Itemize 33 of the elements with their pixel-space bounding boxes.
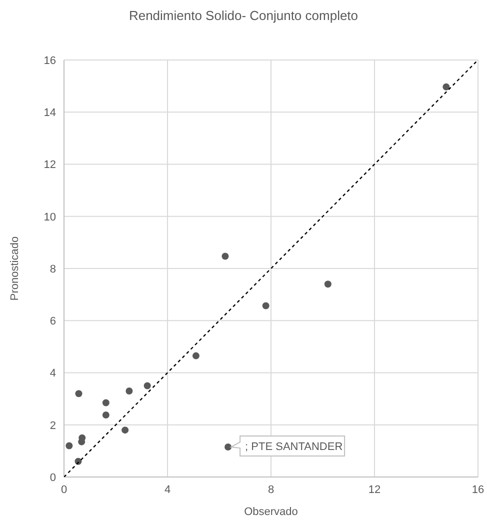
point	[102, 399, 110, 406]
point	[122, 426, 129, 434]
x-tick-label: 12	[368, 484, 381, 496]
point	[192, 352, 200, 360]
point	[144, 382, 151, 390]
y-tick-label: 4	[50, 368, 56, 380]
point	[442, 83, 450, 90]
x-tick-label: 0	[60, 484, 68, 496]
y-tick-label: 0	[50, 472, 56, 484]
x-tick-label: 16	[472, 484, 484, 496]
point	[102, 411, 110, 418]
y-tick-label: 6	[50, 316, 56, 328]
y-tick-label: 10	[44, 211, 56, 224]
point	[66, 442, 73, 450]
x-tick-label: 4	[164, 484, 171, 496]
callout-box: ; PTE SANTANDER	[229, 436, 346, 457]
y-tick-label: 16	[44, 54, 56, 67]
annotation: ; PTE SANTANDER	[245, 441, 343, 454]
point	[324, 280, 332, 288]
point	[262, 302, 270, 310]
y-tick-label: 8	[50, 263, 56, 276]
point	[75, 390, 82, 398]
chart-title: Rendimiento Solido- Conjunto completo	[128, 8, 360, 23]
y-tick-label: 12	[44, 159, 56, 172]
y-axis-title: Pronosticado	[8, 236, 21, 301]
x-tick-label: 8	[268, 484, 274, 496]
point	[126, 387, 133, 394]
point	[224, 444, 232, 451]
point	[78, 434, 86, 442]
point	[222, 252, 229, 260]
x-axis-title: Observado	[244, 506, 298, 518]
y-tick-label: 2	[50, 420, 56, 432]
y-tick-label: 14	[44, 107, 56, 120]
